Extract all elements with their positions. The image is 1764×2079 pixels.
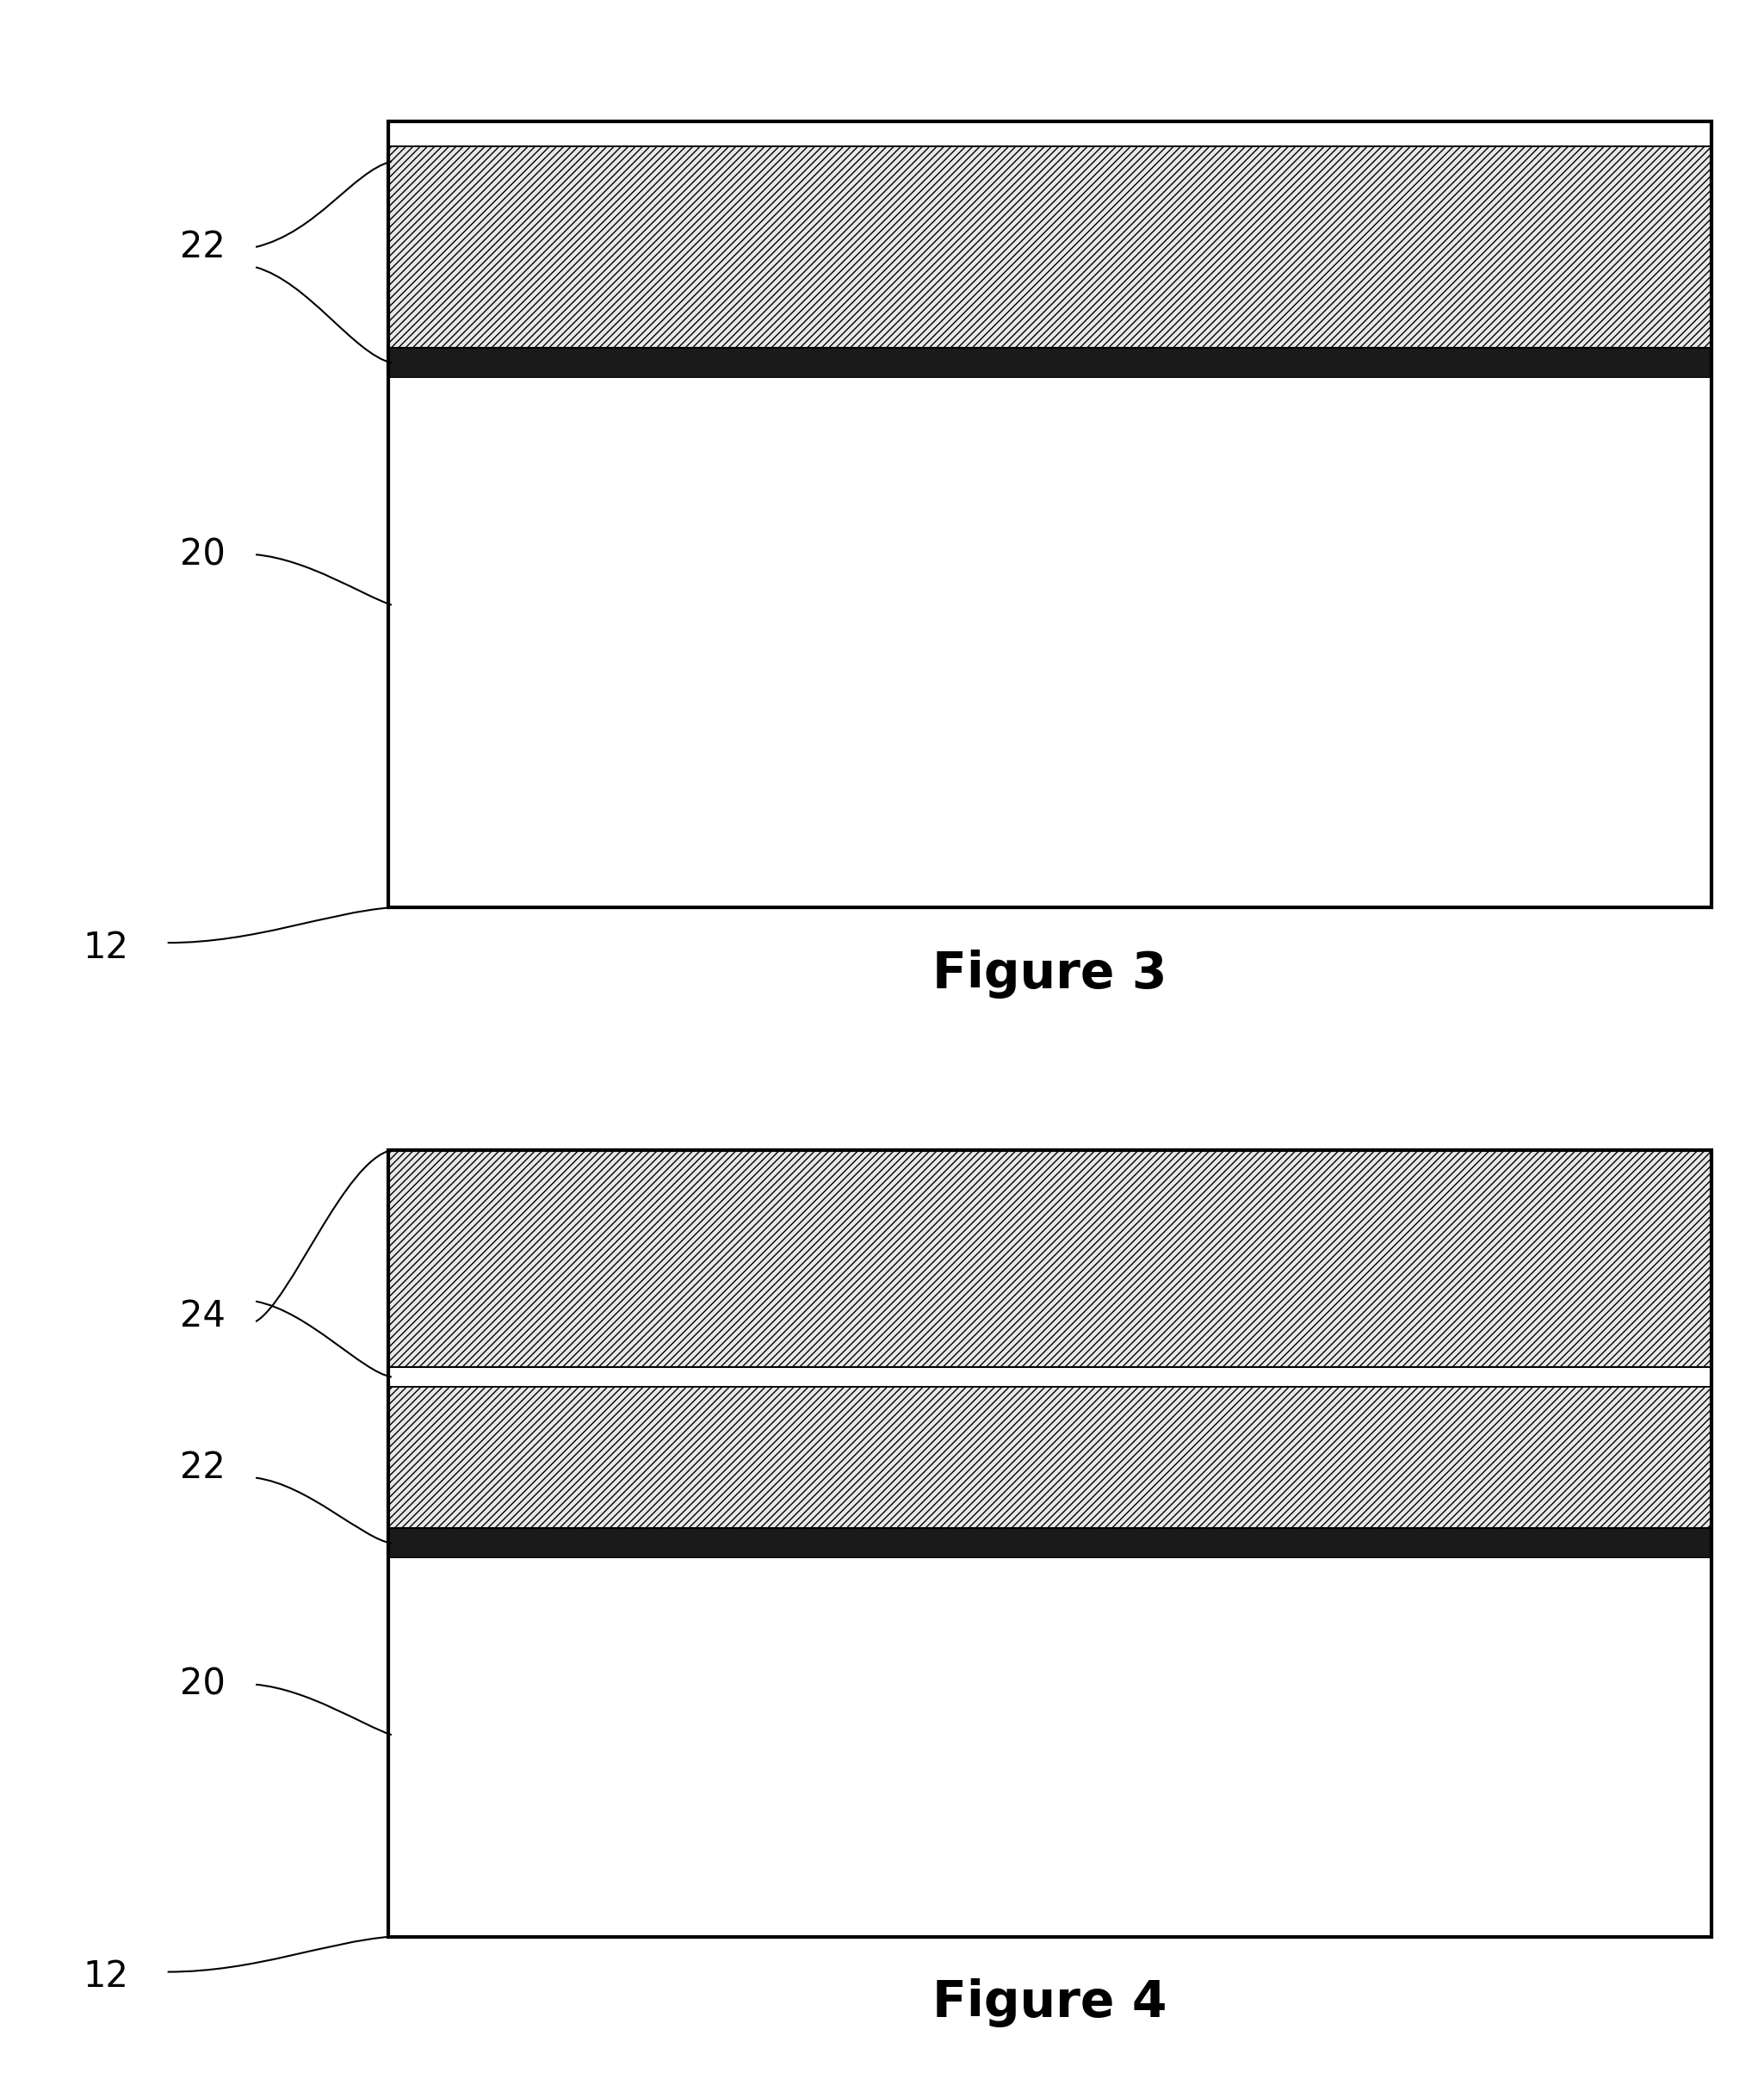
Bar [388, 1366, 1711, 1387]
Text: Figure 3: Figure 3 [933, 950, 1166, 998]
Bar [388, 1559, 1711, 1938]
Text: 24: 24 [180, 1299, 226, 1335]
Bar [388, 121, 1711, 906]
Text: Figure 4: Figure 4 [933, 1979, 1166, 2027]
Text: 22: 22 [180, 1449, 226, 1486]
Bar [388, 1150, 1711, 1938]
Text: 20: 20 [180, 536, 226, 572]
Text: 12: 12 [83, 929, 129, 967]
Text: 22: 22 [180, 229, 226, 266]
Bar [388, 347, 1711, 378]
Bar [388, 1150, 1711, 1938]
Bar [388, 146, 1711, 347]
Text: 20: 20 [180, 1667, 226, 1703]
Bar [388, 378, 1711, 906]
Bar [388, 1528, 1711, 1559]
Bar [388, 121, 1711, 146]
Bar [388, 1387, 1711, 1528]
Bar [388, 121, 1711, 906]
Bar [388, 1150, 1711, 1366]
Text: 12: 12 [83, 1958, 129, 1996]
